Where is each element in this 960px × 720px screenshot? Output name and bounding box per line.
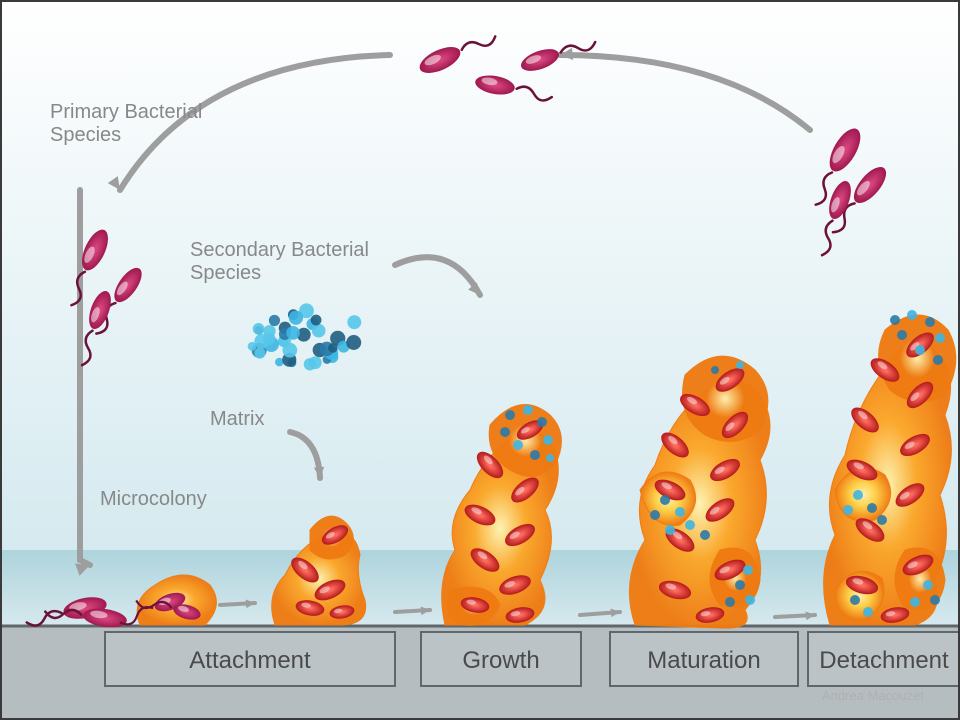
stage-label: Growth [462, 647, 539, 674]
stage-label: Maturation [647, 647, 760, 674]
label-microcolony: Microcolony [100, 488, 207, 510]
stage-label: Attachment [189, 647, 311, 674]
label-matrix: Matrix [210, 408, 264, 430]
label-credit: Andrea Macouzet [822, 688, 924, 703]
biofilm-diagram: AttachmentGrowthMaturationDetachmentPrim… [0, 0, 960, 720]
stage-label: Detachment [819, 647, 949, 674]
